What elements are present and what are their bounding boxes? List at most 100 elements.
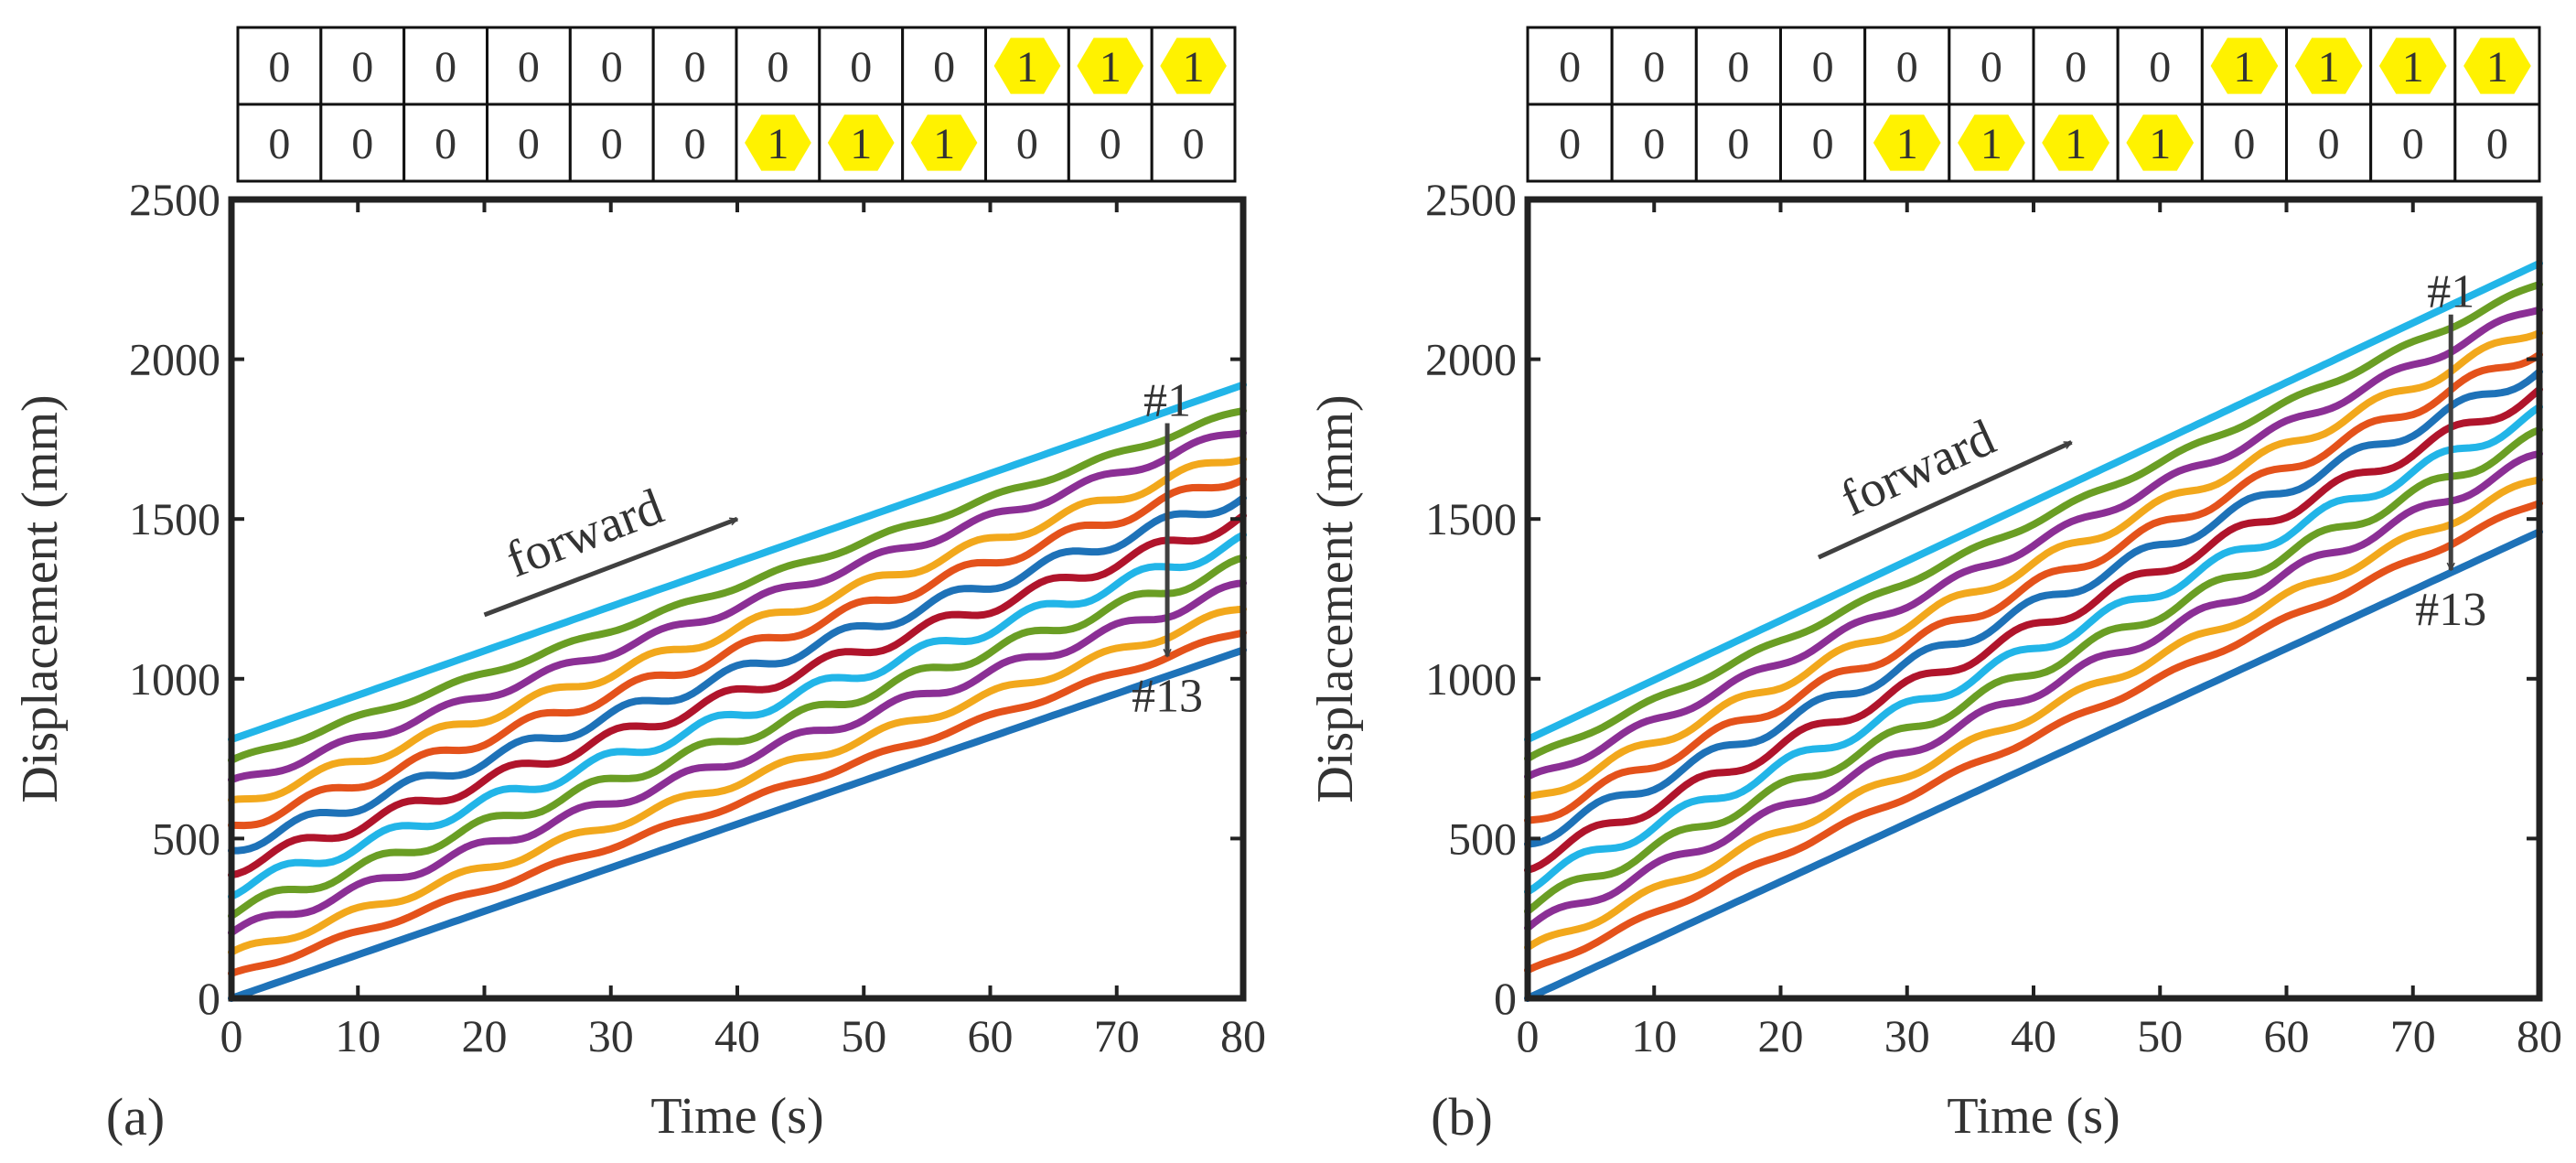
state-value: 0	[1183, 120, 1205, 168]
series-line-2	[228, 406, 1247, 764]
state-cell	[236, 102, 323, 183]
state-active-marker	[2126, 114, 2195, 171]
state-value: 1	[1896, 120, 1918, 168]
y-tick-label: 0	[1494, 973, 1517, 1024]
y-tick-label: 2000	[1425, 334, 1517, 385]
state-value: 1	[850, 120, 872, 168]
state-value: 0	[2486, 120, 2508, 168]
state-cell	[1526, 102, 1614, 183]
state-active-marker	[2294, 38, 2363, 94]
y-axis-label: Displacement (mm)	[12, 394, 69, 802]
state-cell	[1694, 102, 1783, 183]
state-value: 0	[601, 120, 623, 168]
state-table: 0 0 0 0 0 0 0 0 1 1 1 1 0 0 0 0 1 1 1 1 0 0 0 0	[1526, 26, 2541, 183]
state-cell	[651, 26, 738, 106]
state-cell	[1863, 26, 1951, 106]
x-tick-label: 40	[2011, 1010, 2056, 1061]
state-value: 0	[1980, 43, 2002, 92]
series-line-2	[1524, 280, 2543, 762]
state-value: 0	[1643, 120, 1665, 168]
series-group	[228, 381, 1247, 1002]
series-line-10	[228, 579, 1247, 937]
y-tick-label: 500	[152, 813, 220, 864]
series-line-4	[1524, 329, 2543, 801]
series-line-12	[228, 629, 1247, 977]
state-cell	[1610, 26, 1698, 106]
forward-arrow	[1817, 440, 2072, 560]
state-cell	[2116, 26, 2204, 106]
x-tick-label: 60	[968, 1010, 1014, 1061]
state-value: 0	[2065, 43, 2087, 92]
state-active-marker	[2463, 38, 2531, 94]
state-value: 1	[2318, 43, 2340, 92]
state-active-marker	[745, 114, 811, 171]
panel-a: 0 0 0 0 0 0 0 0 0 1 1 10 0 0 0 0 0 1 1 1 0 0 00 10 20 30 40 50 60 70 8…	[12, 26, 1266, 1147]
series-line-7	[228, 512, 1247, 879]
panel-label: (b)	[1431, 1087, 1493, 1147]
x-tick-label: 10	[335, 1010, 381, 1061]
series-line-12	[1524, 500, 2543, 975]
y-tick-label: 0	[198, 973, 220, 1024]
state-active-marker	[2042, 114, 2109, 171]
state-value: 0	[1812, 43, 1834, 92]
state-cell	[1150, 102, 1237, 183]
order-top-label: #1	[1143, 374, 1191, 426]
state-value: 0	[2149, 43, 2171, 92]
state-cell	[2453, 102, 2541, 183]
state-value: 0	[2402, 120, 2424, 168]
x-tick-label: 20	[462, 1010, 508, 1061]
state-value: 0	[1643, 43, 1665, 92]
state-active-marker	[2378, 38, 2447, 94]
x-tick-label: 30	[1884, 1010, 1930, 1061]
state-value: 1	[1980, 120, 2002, 168]
state-value: 1	[1183, 43, 1205, 92]
x-tick-label: 50	[2137, 1010, 2183, 1061]
y-tick-label: 1000	[1425, 653, 1517, 705]
state-value: 0	[351, 120, 373, 168]
state-value: 0	[351, 43, 373, 92]
y-tick-label: 1500	[1425, 493, 1517, 544]
state-active-marker	[993, 38, 1061, 94]
series-line-3	[1524, 306, 2543, 781]
y-tick-label: 1500	[129, 493, 220, 544]
state-value: 0	[518, 120, 540, 168]
state-value: 0	[268, 43, 290, 92]
state-active-marker	[827, 114, 895, 171]
panel-label: (a)	[106, 1087, 165, 1147]
state-cell	[651, 102, 738, 183]
x-tick-label: 30	[588, 1010, 634, 1061]
state-value: 0	[2233, 120, 2255, 168]
x-axis: 0 10 20 30 40 50 60 70 80	[1517, 199, 2562, 1061]
x-axis-label: Time (s)	[650, 1088, 823, 1145]
state-value: 0	[1559, 43, 1581, 92]
state-value: 0	[767, 43, 789, 92]
state-value: 0	[684, 43, 706, 92]
state-value: 1	[933, 120, 955, 168]
series-line-4	[228, 455, 1247, 804]
state-table: 0 0 0 0 0 0 0 0 0 1 1 1 0 0 0 0 0 0 1 1 1 0 0 0	[236, 26, 1237, 183]
state-cell	[1779, 26, 1867, 106]
state-value: 1	[1100, 43, 1122, 92]
state-cell	[486, 102, 572, 183]
series-line-8	[228, 531, 1247, 900]
state-value: 1	[1016, 43, 1038, 92]
y-axis: 0 500 1000 1500 2000 2500	[129, 174, 1243, 1024]
state-value: 0	[933, 43, 955, 92]
series-line-8	[1524, 403, 2543, 896]
state-value: 0	[2318, 120, 2340, 168]
series-line-10	[1524, 449, 2543, 932]
state-value: 0	[1559, 120, 1581, 168]
x-tick-label: 70	[2390, 1010, 2436, 1061]
y-tick-label: 500	[1448, 813, 1517, 864]
state-cell	[1694, 26, 1783, 106]
forward-arrow	[483, 516, 738, 618]
state-value: 1	[767, 120, 789, 168]
state-value: 0	[601, 43, 623, 92]
state-cell	[2032, 26, 2120, 106]
state-value: 0	[1727, 120, 1749, 168]
state-value: 0	[1727, 43, 1749, 92]
x-tick-label: 60	[2264, 1010, 2310, 1061]
series-line-1	[1524, 259, 2543, 744]
state-cell	[1779, 102, 1867, 183]
state-cell	[2200, 102, 2288, 183]
